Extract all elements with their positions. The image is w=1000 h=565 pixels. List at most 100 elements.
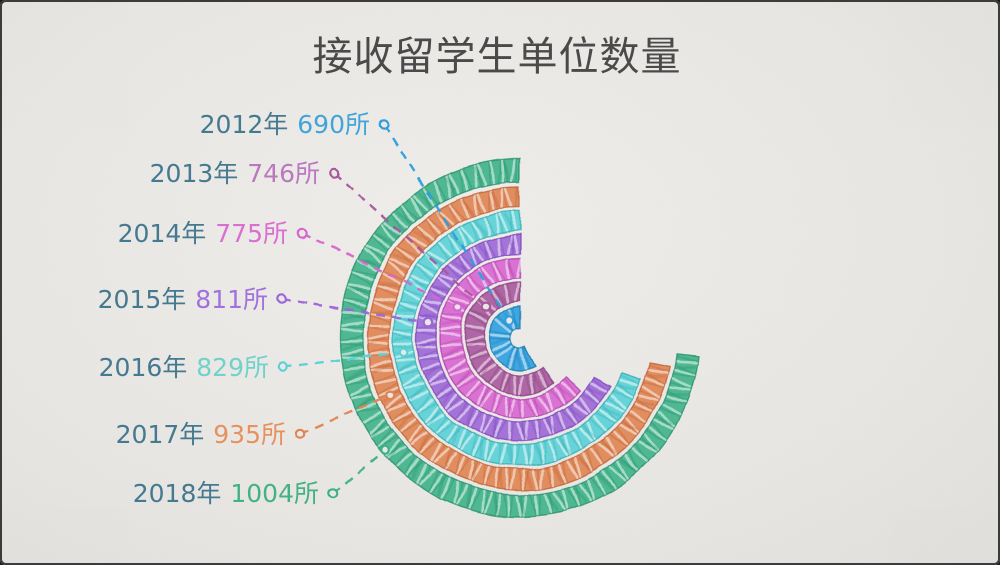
hatch-stroke <box>629 409 646 424</box>
hatch-stroke <box>486 442 498 461</box>
hatch-stroke <box>665 395 687 405</box>
hatch-stroke <box>393 327 413 331</box>
hatch-stroke <box>569 407 584 419</box>
hatch-stroke <box>411 195 426 213</box>
hatch-stroke <box>410 386 424 400</box>
hatch-stroke <box>620 422 639 433</box>
hatch-stroke <box>342 342 362 351</box>
hatch-stroke <box>417 329 436 335</box>
hatch-stroke <box>395 358 416 362</box>
hatch-stroke <box>545 419 557 434</box>
hatch-stroke <box>485 241 497 258</box>
hatch-stroke <box>435 243 448 260</box>
hatch-stroke <box>505 445 512 464</box>
hatch-stroke <box>567 459 580 479</box>
hatch-stroke <box>471 246 485 263</box>
hatch-stroke <box>558 412 568 430</box>
hatch-stroke <box>499 444 507 464</box>
hatch-stroke <box>505 284 513 302</box>
hatch-stroke <box>436 180 449 199</box>
hatch-stroke <box>420 437 435 454</box>
hatch-stroke <box>465 381 479 398</box>
hatch-stroke <box>474 192 479 214</box>
hatch-stroke <box>505 468 511 490</box>
hatch-stroke <box>362 413 383 424</box>
series-label-2012: 2012年 690所 <box>200 110 370 139</box>
hatch-stroke <box>582 425 598 438</box>
hatch-stroke <box>443 346 460 357</box>
hatch-stroke <box>382 272 401 285</box>
hatch-stroke <box>610 465 628 482</box>
hatch-stroke <box>417 327 437 331</box>
hatch-stroke <box>393 340 413 346</box>
hatch-stroke <box>443 314 463 322</box>
hatch-stroke <box>640 440 659 450</box>
hatch-stroke <box>618 378 638 387</box>
hatch-stroke <box>471 312 488 318</box>
hatch-stroke <box>471 462 476 481</box>
hatch-stroke <box>440 340 460 345</box>
year-label: 2016年 <box>99 353 188 382</box>
hatch-stroke <box>578 456 593 471</box>
hatch-stroke <box>417 467 431 485</box>
year-label: 2018年 <box>133 479 222 508</box>
hatch-stroke <box>341 321 364 328</box>
hatch-stroke <box>443 356 463 362</box>
hatch-stroke <box>428 375 445 386</box>
year-label: 2014年 <box>118 219 207 248</box>
hatch-stroke <box>399 300 419 304</box>
hatch-stroke <box>531 495 538 516</box>
hatch-stroke <box>562 489 568 511</box>
hatch-stroke <box>533 397 545 414</box>
hatch-stroke <box>468 315 485 327</box>
hatch-stroke <box>441 389 453 404</box>
hatch-stroke <box>467 460 474 481</box>
hatch-stroke <box>422 440 438 455</box>
hatch-stroke <box>346 371 367 382</box>
hatch-stroke <box>470 435 477 455</box>
hatch-stroke <box>490 289 503 307</box>
hatch-stroke <box>435 242 452 257</box>
hatch-stroke <box>492 189 503 207</box>
hatch-stroke <box>447 263 463 277</box>
hatch-stroke <box>490 336 509 346</box>
ring-arc-2016 <box>392 210 641 466</box>
hatch-stroke <box>371 420 386 436</box>
hatch-stroke <box>459 254 473 269</box>
hatch-stroke <box>415 395 430 411</box>
hatch-stroke <box>449 367 469 377</box>
hatch-stroke <box>517 375 520 394</box>
hatch-stroke <box>599 408 616 422</box>
hatch-stroke <box>344 362 365 370</box>
hatch-stroke <box>520 348 527 370</box>
hatch-stroke <box>482 492 494 514</box>
hatch-stroke <box>671 378 692 390</box>
hatch-stroke <box>405 458 420 477</box>
hatch-stroke <box>544 493 552 515</box>
hatch-stroke <box>378 436 398 448</box>
hatch-stroke <box>372 299 393 310</box>
hatch-stroke <box>598 442 616 457</box>
hatch-stroke <box>345 298 367 307</box>
hatch-stroke <box>469 313 487 324</box>
hatch-stroke <box>394 334 412 342</box>
hatch-stroke <box>572 430 584 449</box>
hatch-stroke <box>641 386 660 399</box>
hatch-stroke <box>377 286 396 297</box>
hatch-stroke <box>595 445 606 464</box>
hatch-stroke <box>373 235 392 249</box>
hatch-stroke <box>511 159 517 181</box>
hatch-stroke <box>502 161 512 180</box>
hatch-stroke <box>497 160 502 182</box>
hatch-stroke <box>395 449 410 467</box>
hatch-stroke <box>573 402 589 416</box>
hatch-stroke <box>556 438 569 456</box>
hatch-stroke <box>550 465 556 486</box>
hatch-stroke <box>408 424 423 443</box>
hatch-stroke <box>648 427 668 441</box>
hatch-stroke <box>531 374 544 388</box>
leader-dot-ring-end <box>451 302 462 313</box>
hatch-stroke <box>439 273 457 284</box>
hatch-stroke <box>424 186 441 203</box>
